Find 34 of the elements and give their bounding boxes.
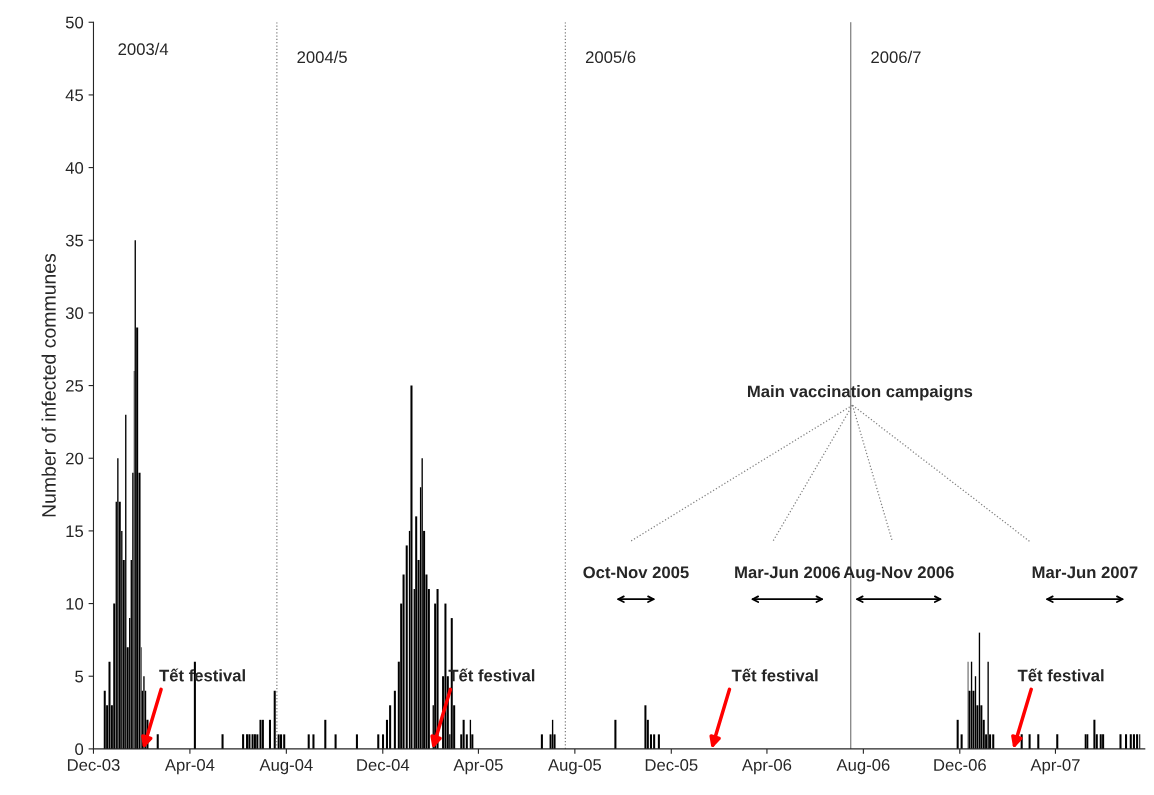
annotation: Oct-Nov 2005	[583, 566, 689, 579]
x-tick-label: Aug-05	[548, 759, 602, 775]
y-tick-label: 30	[65, 307, 84, 320]
y-tick-label: 0	[75, 743, 84, 756]
annotation: Tết festival	[731, 668, 818, 682]
x-tick-label: Apr-04	[164, 759, 215, 775]
annotation: 2003/4	[118, 42, 169, 56]
annotation: Aug-Nov 2006	[843, 566, 954, 582]
y-tick-label: 25	[66, 379, 84, 392]
y-tick-label: 15	[66, 525, 84, 538]
x-tick-label: Dec-04	[357, 759, 410, 771]
y-tick-label: 40	[65, 161, 84, 174]
ref-line-label: 2005/6	[585, 50, 636, 64]
y-tick-label: 50	[65, 16, 84, 29]
y-tick-label: 35	[65, 234, 84, 247]
annotation: Mar-Jun 2007	[1032, 566, 1138, 579]
x-tick-label: Aug-06	[836, 759, 890, 775]
x-tick-label: Apr-05	[453, 759, 503, 775]
annotation: Tết festival	[1017, 668, 1104, 682]
ref-line-label: 2004/5	[297, 50, 347, 64]
annotation: Main vaccination campaigns	[747, 385, 973, 401]
x-tick-label: Aug-04	[259, 759, 313, 775]
annotation: Mar-Jun 2006	[735, 566, 840, 579]
y-tick-label: 5	[75, 670, 84, 683]
ref-line-label: 2006/7	[871, 50, 921, 64]
y-tick-label: 20	[66, 452, 84, 465]
x-tick-label: Apr-07	[1030, 759, 1080, 775]
x-tick-label: Dec-03	[67, 759, 120, 771]
y-tick-label: 45	[65, 89, 84, 102]
y-axis-title: Number of infected communes	[41, 253, 56, 517]
x-tick-label: Apr-06	[741, 759, 792, 775]
y-tick-label: 10	[66, 597, 84, 610]
x-tick-label: Dec-06	[934, 759, 986, 771]
x-tick-label: Dec-05	[645, 759, 698, 771]
